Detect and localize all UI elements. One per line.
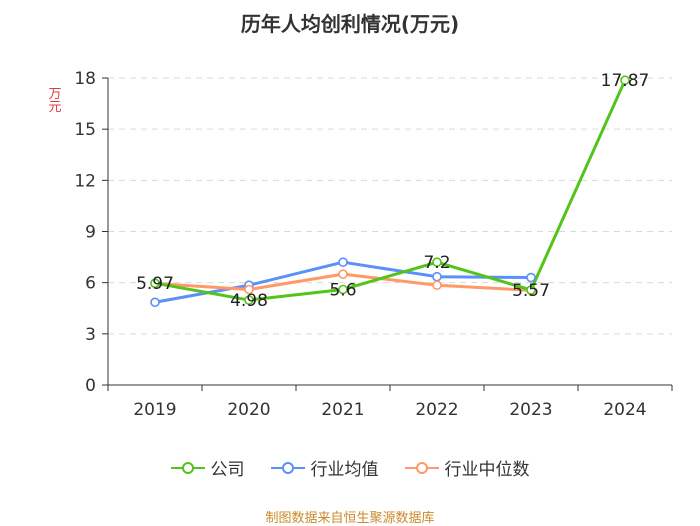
legend-label-company: 公司: [210, 460, 245, 480]
legend-swatch-industry-mean-icon: [270, 461, 305, 474]
legend-item-industry-mean[interactable]: 行业均值: [270, 455, 379, 480]
legend-item-industry-median[interactable]: 行业中位数: [404, 455, 530, 480]
x-tick-label: 2023: [509, 400, 552, 420]
chart-title: 历年人均创利情况(万元): [240, 12, 460, 36]
series-line-0: [154, 79, 627, 302]
data-label: 17.87: [601, 71, 650, 91]
legend-swatch-industry-median-icon: [404, 461, 439, 474]
legend-swatch-company-icon: [170, 461, 205, 474]
data-point: [526, 285, 536, 295]
data-label: 5.97: [136, 274, 174, 294]
data-point: [150, 278, 160, 288]
y-tick-label: 15: [74, 120, 96, 140]
data-point: [526, 272, 536, 283]
x-tick-label: 2021: [321, 400, 364, 420]
y-tick-label: 12: [74, 171, 96, 191]
y-tick-label: 0: [85, 376, 96, 396]
axes: 0 3 6 9 12 15 18 2019 2020 2021 2022 2023 2024: [74, 69, 673, 420]
legend: 公司 行业均值 行业中位数: [0, 455, 700, 480]
source-note: 制图数据来自恒生聚源数据库: [265, 511, 435, 526]
data-point: [338, 269, 348, 279]
x-tick-label: 2024: [603, 400, 646, 420]
data-labels: 5.97 4.98 5.6 7.2 5.57 17.87: [136, 71, 649, 311]
data-point: [338, 284, 348, 295]
series-lines: [154, 79, 627, 304]
x-tick-label: 2022: [415, 400, 458, 420]
data-label: 4.98: [230, 291, 268, 311]
y-axis-label: 万元: [48, 87, 62, 115]
data-point: [150, 297, 160, 308]
legend-item-company[interactable]: 公司: [170, 455, 245, 480]
series-points: [150, 75, 630, 308]
y-tick-label: 6: [85, 274, 96, 294]
data-label: 7.2: [423, 253, 450, 273]
data-point: [338, 257, 348, 268]
data-point: [432, 257, 442, 268]
legend-label-industry-mean: 行业均值: [310, 460, 379, 480]
y-tick-label: 9: [85, 223, 96, 243]
y-tick-label: 3: [85, 325, 96, 345]
x-tick-label: 2019: [133, 400, 176, 420]
grid-lines: [108, 77, 672, 335]
legend-label-industry-median: 行业中位数: [444, 460, 530, 480]
x-tick-label: 2020: [227, 400, 270, 420]
data-point: [432, 271, 442, 282]
data-point: [432, 280, 442, 291]
data-point: [244, 284, 254, 295]
data-point: [244, 295, 254, 305]
data-label: 5.57: [512, 281, 550, 301]
y-tick-label: 18: [74, 69, 96, 89]
data-point: [620, 75, 630, 86]
data-label: 5.6: [329, 280, 356, 300]
